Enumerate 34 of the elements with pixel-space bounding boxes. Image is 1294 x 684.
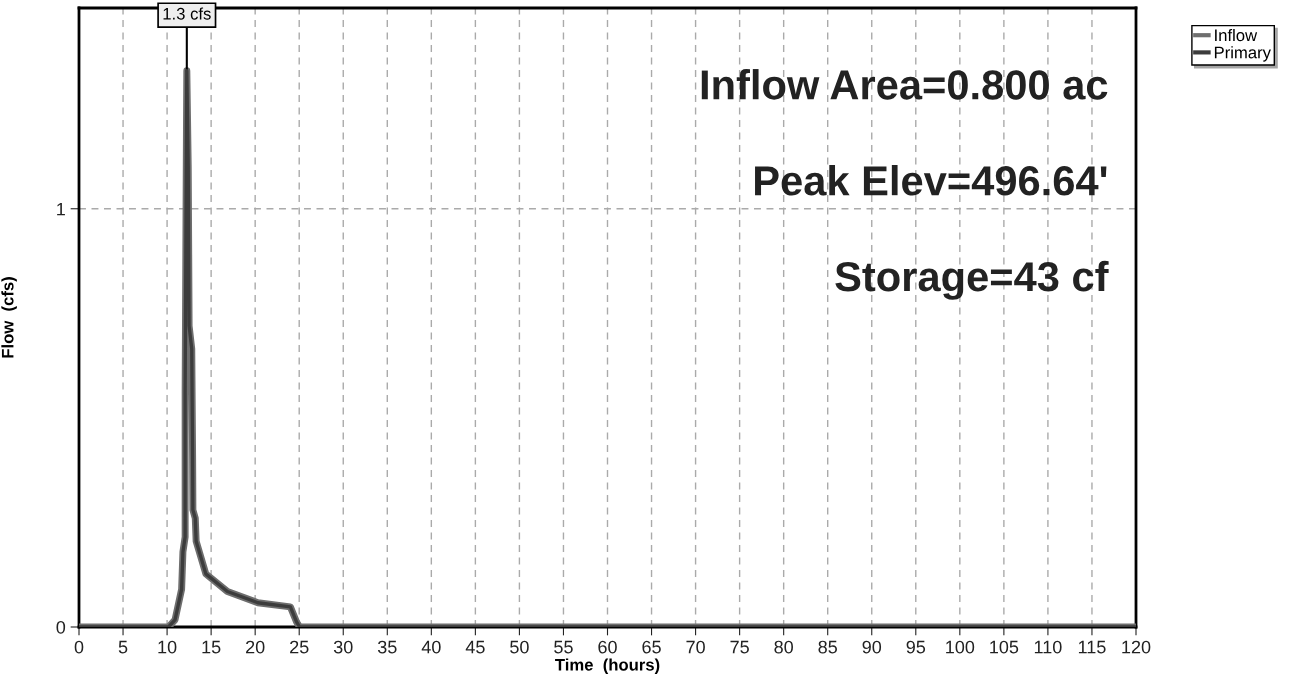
x-tick-label: 110 [1034,640,1062,654]
x-tick-label: 0 [74,640,84,654]
x-tick-label: 5 [118,640,128,654]
x-tick-label: 20 [246,640,265,654]
x-axis-title: Time (hours) [555,658,660,674]
x-tick-label: 70 [686,640,705,654]
annotation: Inflow Area=0.800 ac [701,69,1108,100]
y-tick-label: 1 [57,202,65,216]
x-tick-label: 40 [421,640,441,654]
y-axis-title: Flow (cfs) [1,277,17,358]
x-tick-label: 100 [946,640,975,654]
x-tick-label: 10 [158,640,177,654]
x-tick-label: 55 [554,640,573,654]
x-tick-label: 75 [730,640,749,654]
x-tick-label: 25 [290,640,309,654]
x-tick-label: 35 [377,640,397,654]
x-tick-label: 105 [990,640,1019,654]
x-tick-label: 15 [202,640,221,654]
legend-label: Primary [1214,46,1271,62]
x-tick-label: 50 [510,640,529,654]
x-tick-label: 115 [1078,640,1106,654]
annotation: Storage=43 cf [835,260,1109,300]
legend-label: Inflow [1215,28,1258,42]
x-tick-label: 60 [598,640,617,654]
x-tick-label: 80 [774,640,793,654]
annotation: 1.3 cfs [163,7,211,20]
x-tick-label: 90 [862,640,882,654]
x-tick-label: 30 [333,640,353,654]
x-tick-label: 85 [818,640,837,654]
x-tick-label: 95 [906,640,926,654]
annotation: Peak Elev=496.64' [755,164,1107,196]
x-tick-label: 45 [465,640,485,654]
x-tick-label: 65 [642,640,661,654]
x-tick-label: 120 [1122,640,1151,654]
